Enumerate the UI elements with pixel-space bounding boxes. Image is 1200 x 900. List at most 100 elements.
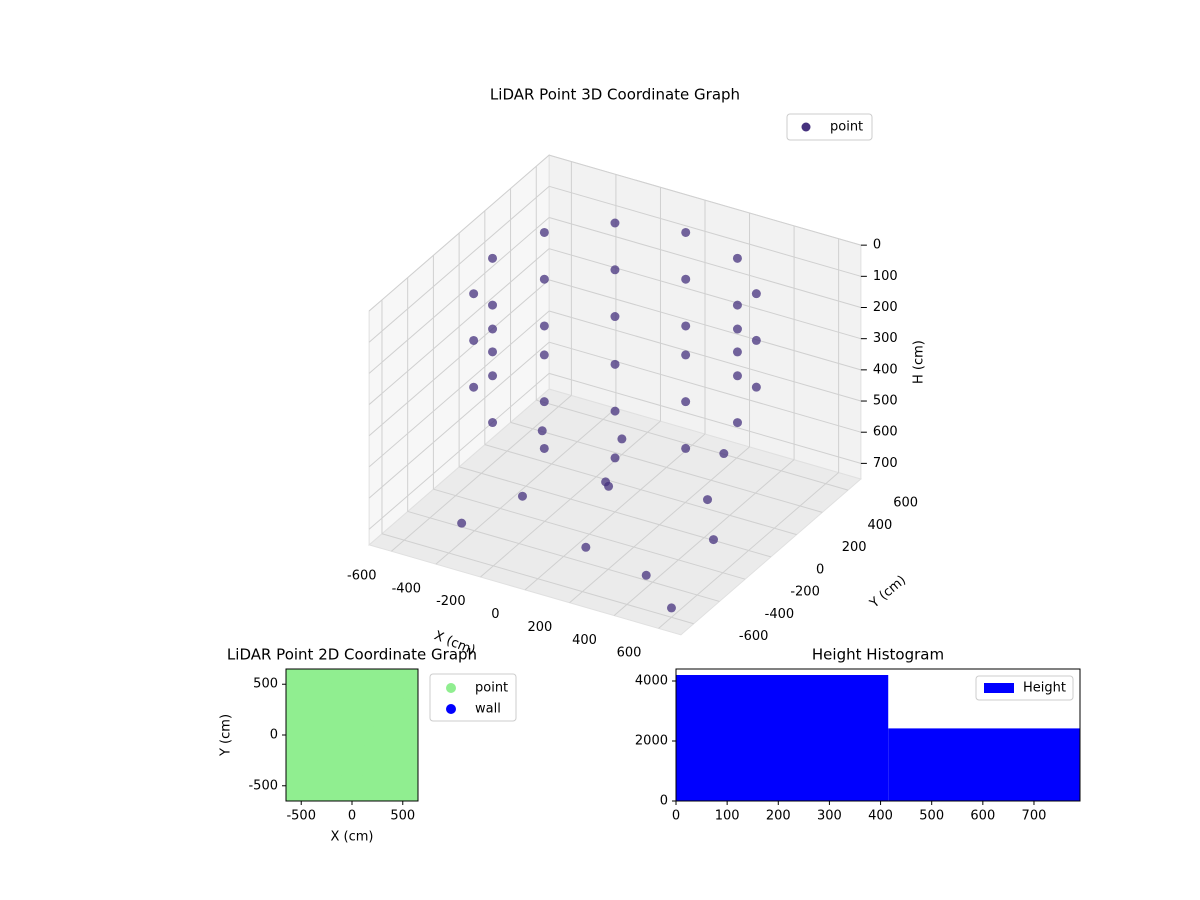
point	[386, 678, 409, 701]
axes-frame	[675, 668, 1081, 802]
point	[708, 535, 718, 545]
legend: point	[786, 113, 873, 141]
point	[295, 678, 318, 701]
point	[341, 678, 363, 701]
point	[469, 382, 479, 392]
grid-line	[548, 217, 862, 308]
legend-label: wall	[475, 702, 501, 717]
x-tick-label: 0	[672, 809, 680, 824]
point	[356, 708, 379, 731]
grid-line	[368, 310, 550, 468]
point	[310, 739, 333, 762]
point	[488, 300, 498, 310]
x-tick-label: 600	[970, 809, 995, 824]
point	[681, 443, 691, 453]
grid-line	[368, 248, 550, 405]
point	[539, 227, 549, 237]
point	[325, 693, 348, 716]
point	[386, 754, 409, 777]
grid-line	[548, 341, 862, 433]
x-tick-label: 0	[491, 607, 499, 622]
y-tick-label: 600	[893, 496, 918, 511]
legend-marker	[446, 704, 456, 714]
legend-marker	[801, 122, 811, 132]
point	[310, 693, 333, 716]
point	[488, 324, 498, 334]
point	[356, 724, 379, 746]
legend-label: point	[475, 681, 508, 696]
point	[356, 769, 379, 792]
grid-line	[368, 279, 550, 437]
y-tick-label: -200	[790, 585, 820, 600]
grid-line	[548, 310, 862, 402]
grid-line	[381, 533, 694, 625]
point	[325, 678, 348, 701]
x-tick-label: -200	[436, 594, 466, 609]
y-tick-label: 4000	[635, 674, 668, 689]
x-axis-label: X (cm)	[331, 830, 374, 845]
z-tick-label: 100	[873, 269, 898, 284]
point	[703, 495, 713, 505]
point	[457, 518, 467, 528]
point	[488, 347, 498, 357]
point	[341, 724, 363, 746]
point	[341, 708, 363, 731]
point	[341, 693, 363, 716]
point	[371, 739, 394, 762]
bar	[676, 675, 889, 801]
point	[751, 335, 761, 345]
point	[325, 724, 348, 746]
point	[517, 491, 527, 501]
z-tick-label: 400	[873, 362, 898, 377]
point	[341, 739, 363, 762]
y-tick-label: 200	[842, 540, 867, 555]
point	[310, 708, 333, 731]
z-tick-label: 700	[873, 456, 898, 471]
y-tick-label: 2000	[635, 734, 668, 749]
y-tick-label: -500	[248, 778, 278, 793]
point	[539, 274, 549, 284]
point	[295, 739, 318, 762]
point	[371, 724, 394, 746]
point	[681, 274, 691, 284]
z-tick-label: 200	[873, 300, 898, 315]
point	[610, 453, 620, 463]
point	[341, 769, 363, 792]
point	[610, 218, 620, 228]
point	[325, 754, 348, 777]
point	[488, 371, 498, 381]
point	[681, 397, 691, 407]
point	[681, 350, 691, 360]
y-axis-label: Y (cm)	[219, 714, 234, 757]
legend-box	[975, 675, 1074, 701]
y-tick-label: 0	[270, 728, 278, 743]
x-tick-label: 500	[919, 809, 944, 824]
x-tick-label: 100	[715, 809, 740, 824]
point	[325, 708, 348, 731]
x-tick-label: 200	[766, 809, 791, 824]
point	[666, 603, 676, 613]
point	[537, 426, 547, 436]
x-tick-label: 400	[868, 809, 893, 824]
grid-line	[368, 373, 550, 530]
point	[356, 754, 379, 777]
point	[310, 678, 333, 701]
grid-line	[536, 399, 849, 491]
chart-title: Height Histogram	[812, 646, 944, 664]
z-axis-label: H (cm)	[911, 340, 926, 384]
y-tick-label: 400	[867, 518, 892, 533]
chart-title: LiDAR Point 3D Coordinate Graph	[490, 86, 740, 104]
z-tick-label: 300	[873, 331, 898, 346]
z-tick-label: 0	[873, 238, 881, 253]
point	[732, 347, 742, 357]
point	[371, 754, 394, 777]
point	[295, 769, 318, 792]
point	[488, 418, 498, 428]
point	[371, 708, 394, 731]
grid-line	[368, 341, 550, 499]
point	[371, 769, 394, 792]
bar	[888, 728, 1080, 801]
point	[617, 434, 627, 444]
legend-label: point	[830, 120, 863, 135]
